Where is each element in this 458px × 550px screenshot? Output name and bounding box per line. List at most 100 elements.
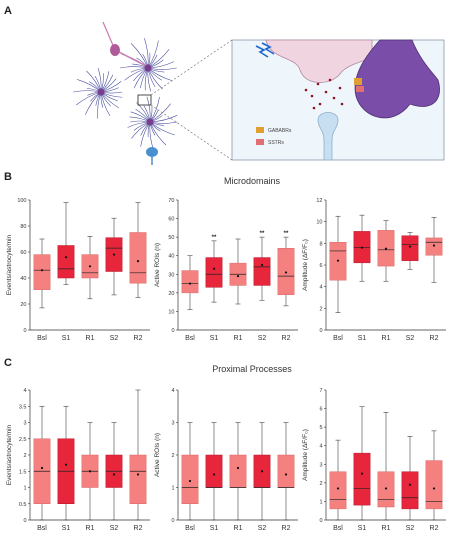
astrocyte-network-illustration (73, 21, 233, 165)
gabab-legend-label: GABABRs (268, 128, 292, 134)
astrocyte-branch (147, 67, 163, 90)
mean-dot (360, 246, 364, 249)
box-s1 (353, 452, 371, 506)
x-tick-label: Bsl (333, 525, 343, 532)
astrocyte-branch (140, 121, 151, 147)
y-tick-label: 20 (20, 302, 26, 308)
y-tick-label: 3.5 (19, 404, 27, 410)
astrocyte-branch (146, 96, 151, 123)
y-tick-label: 0 (23, 518, 26, 524)
mean-dot (284, 473, 288, 476)
synapse-zoom-box: GABABRs SSTRs (231, 39, 445, 161)
x-tick-label: S1 (210, 525, 219, 532)
neurotransmitter-dots (304, 78, 344, 110)
neurotransmitter-dot (324, 90, 328, 94)
x-tick-label: R1 (86, 335, 95, 342)
neurotransmitter-dot (328, 78, 332, 82)
y-tick-label: 3 (171, 421, 174, 427)
chart-panel-1: 0 20 40 60 80 100 Events/astrocyte/min Bsl S1 R1 S… (6, 198, 150, 342)
mean-dot (136, 260, 140, 263)
astrocyte-soma-2 (144, 64, 152, 72)
y-tick-label: 30 (168, 272, 174, 278)
mean-dot (408, 483, 412, 486)
neuron-soma-magenta (110, 44, 120, 56)
mean-dot (432, 244, 436, 247)
astrocyte-branch (77, 79, 102, 93)
mean-dot (136, 473, 140, 476)
x-tick-label: R1 (86, 525, 95, 532)
mean-dot (40, 466, 44, 470)
y-tick-label: 100 (17, 198, 26, 204)
mean-dot (408, 245, 412, 248)
box-s1 (205, 257, 223, 288)
astrocyte-branch (147, 67, 173, 82)
stimulation-bolt-icon-2 (261, 42, 275, 55)
box-r2 (425, 460, 443, 510)
y-tick-label: 5 (319, 425, 322, 431)
y-axis-label: Amplitude (ΔF/F₀) (302, 429, 309, 481)
box-s2 (401, 471, 419, 510)
y-tick-label: 20 (168, 291, 174, 297)
panel-label-b: B (4, 171, 12, 183)
box-s2 (401, 235, 419, 261)
astrocyte-branch (119, 66, 149, 69)
y-axis-label: Active ROIs (n) (154, 243, 161, 287)
box-bsl (181, 454, 199, 504)
significance-marker: ** (212, 235, 217, 241)
neuron-axon-line (114, 49, 151, 69)
astrocyte-soma-3 (146, 118, 154, 126)
box-r1 (229, 454, 247, 488)
y-tick-label: 0 (171, 328, 174, 334)
x-tick-label: S2 (258, 525, 267, 532)
y-tick-label: 3 (23, 421, 26, 427)
x-tick-label: R2 (282, 335, 291, 342)
mean-dot (432, 487, 436, 490)
zoom-line-top (150, 39, 233, 96)
x-tick-label: Bsl (185, 335, 195, 342)
sstr-receptor-icon (356, 86, 364, 92)
chart-panel-4: 0 0.5 1 1.5 2 2.5 3 3.5 4 Events/astrocyte/min Bsl… (6, 388, 150, 532)
chart-panel-6: 0 1 2 3 4 5 6 7 Amplitude (ΔF/F₀) Bsl S1 R1 S2 R2 (302, 388, 446, 532)
section-title-microdomains: Microdomains (224, 176, 281, 186)
panel-label-c: C (4, 357, 12, 369)
mean-dot (212, 473, 216, 476)
astrocyte-branch (149, 121, 154, 150)
y-tick-label: 70 (168, 198, 174, 204)
astrocyte-process (317, 112, 339, 161)
x-tick-label: S1 (62, 525, 71, 532)
x-tick-label: S1 (358, 335, 367, 342)
y-tick-label: 2 (319, 481, 322, 487)
neurotransmitter-dot (312, 106, 316, 110)
x-tick-label: R1 (382, 335, 391, 342)
neurotransmitter-dot (340, 102, 344, 106)
x-tick-label: S1 (358, 525, 367, 532)
mean-dot (260, 470, 264, 473)
x-tick-label: R2 (134, 335, 143, 342)
astrocyte-branch (147, 61, 175, 69)
y-tick-label: 6 (319, 407, 322, 413)
x-tick-label: S2 (406, 525, 415, 532)
y-tick-label: 2 (319, 306, 322, 312)
y-tick-label: 3 (319, 462, 322, 468)
mean-dot (336, 487, 340, 490)
mean-dot (384, 487, 388, 490)
sstr-legend-icon (256, 139, 264, 145)
y-tick-label: 60 (168, 217, 174, 223)
mean-dot (260, 263, 264, 267)
astrocyte-branch (144, 38, 149, 69)
sstr-legend-label: SSTRs (268, 140, 284, 146)
x-tick-label: Bsl (333, 335, 343, 342)
box-s2 (253, 257, 271, 286)
y-tick-label: 10 (168, 309, 174, 315)
x-tick-label: S1 (62, 335, 71, 342)
mean-dot (236, 275, 240, 278)
astrocyte-branch (149, 121, 178, 124)
y-tick-label: 6 (319, 263, 322, 269)
x-tick-label: Bsl (37, 525, 47, 532)
panel-label-a: A (4, 5, 12, 17)
y-axis-label: Active ROIs (n) (154, 433, 161, 477)
mean-dot (88, 470, 92, 473)
y-tick-label: 40 (20, 276, 26, 282)
y-axis-label: Amplitude (ΔF/F₀) (302, 239, 309, 291)
x-tick-label: S1 (210, 335, 219, 342)
